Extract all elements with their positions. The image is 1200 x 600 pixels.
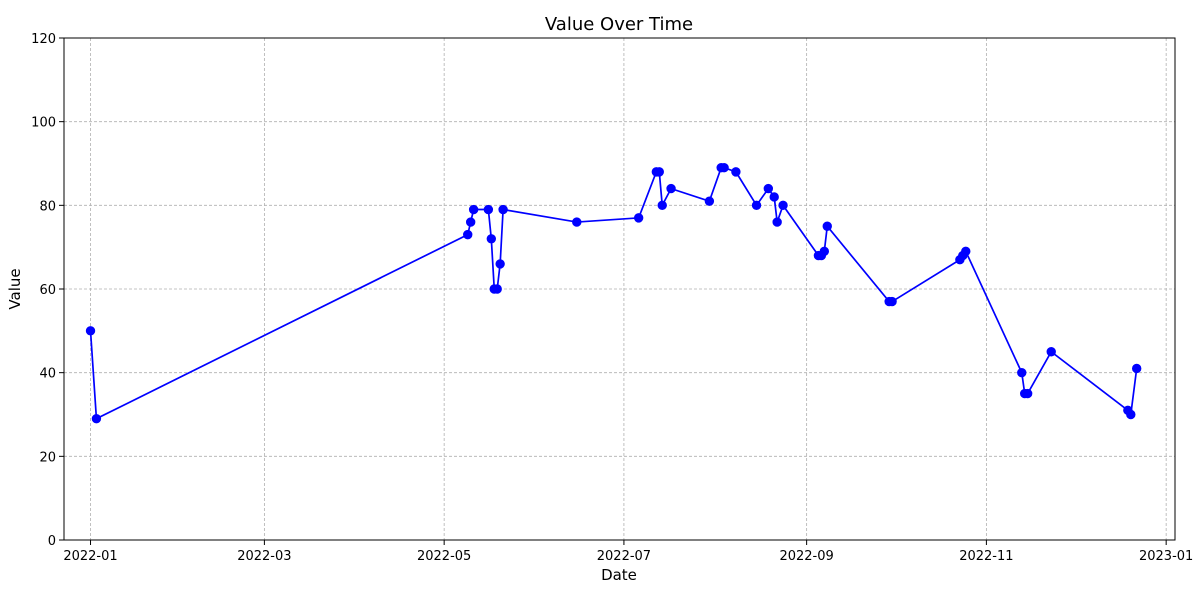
data-point: [465, 217, 476, 227]
x-tick-label: 2022-09: [779, 549, 833, 564]
data-point: [704, 196, 715, 206]
data-series: [85, 162, 1142, 424]
data-point: [769, 192, 779, 202]
data-point: [1131, 363, 1142, 374]
y-axis-label: Value: [6, 268, 24, 309]
y-tick-label: 40: [39, 367, 56, 382]
data-point: [887, 296, 897, 307]
data-point: [763, 183, 774, 194]
data-point: [822, 221, 832, 231]
data-point: [657, 200, 667, 211]
x-tick-label: 2022-07: [597, 549, 651, 564]
y-tick-label: 120: [31, 32, 56, 47]
data-point: [85, 326, 96, 336]
data-point: [498, 204, 508, 215]
data-point: [1126, 409, 1136, 420]
series-line: [89, 166, 1138, 421]
data-point: [572, 217, 582, 227]
y-tick-label: 20: [39, 450, 56, 465]
data-point: [719, 162, 729, 173]
data-point: [463, 229, 473, 240]
data-point: [1022, 388, 1033, 399]
data-point: [654, 167, 664, 177]
plot-frame: [63, 37, 1176, 541]
data-point: [492, 284, 502, 294]
chart-title: Value Over Time: [545, 14, 693, 35]
x-tick-label: 2022-11: [959, 549, 1013, 564]
x-tick-label: 2022-01: [63, 549, 117, 564]
data-point: [495, 259, 505, 269]
data-point: [633, 213, 644, 223]
data-point: [731, 167, 741, 177]
data-point: [1046, 347, 1056, 357]
data-point: [1017, 367, 1027, 378]
data-point: [961, 246, 971, 257]
data-point: [486, 234, 497, 244]
y-tick-label: 80: [39, 199, 56, 214]
grid-lines: [64, 37, 1175, 541]
x-tick-label: 2022-03: [237, 549, 291, 564]
data-point: [483, 204, 494, 215]
data-point: [91, 413, 102, 424]
y-tick-label: 100: [31, 116, 56, 131]
y-tick-label: 0: [48, 534, 56, 549]
data-point: [778, 200, 788, 211]
data-point: [751, 200, 762, 211]
data-point: [772, 217, 782, 227]
data-point: [468, 204, 479, 215]
y-tick-label: 60: [39, 283, 56, 298]
x-axis-label: Date: [601, 566, 637, 584]
data-point: [666, 183, 676, 194]
axis-ticks: 2022-01 2022-03 2022-05 2022-07 2022-09 2022-…: [31, 32, 1193, 564]
x-tick-label: 2023-01: [1139, 549, 1193, 564]
x-tick-label: 2022-05: [417, 549, 471, 564]
data-point: [819, 246, 830, 257]
